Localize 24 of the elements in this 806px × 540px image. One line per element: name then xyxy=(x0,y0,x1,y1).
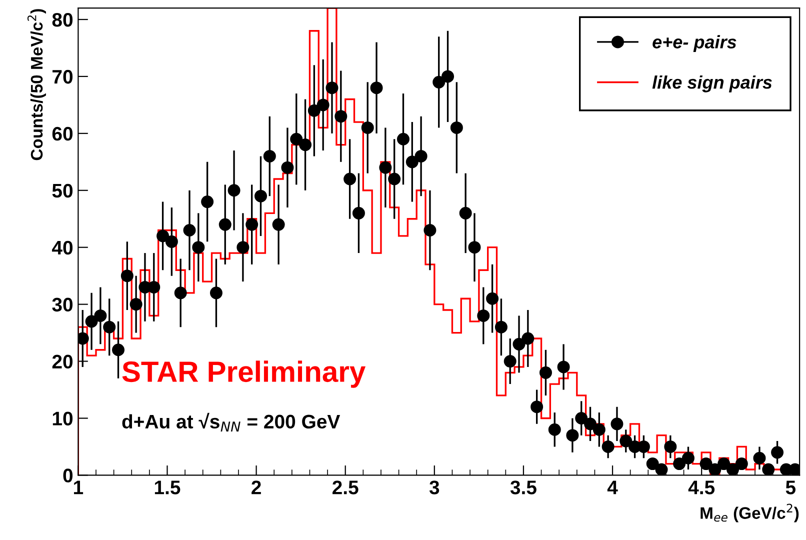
y-tick-label: 70 xyxy=(52,70,73,84)
annotation: STAR Preliminary xyxy=(122,360,366,388)
y-tick-label: 20 xyxy=(52,354,73,369)
x-tick-label: 4.5 xyxy=(688,480,715,494)
legend-label: like sign pairs xyxy=(652,75,772,92)
x-tick-label: 2.5 xyxy=(332,480,358,494)
legend-label: e+e- pairs xyxy=(652,35,736,52)
x-tick-label: 1 xyxy=(74,480,84,494)
y-axis-title: Counts/(50 MeV/c$^{2}$) xyxy=(27,9,46,160)
x-tick-label: 2 xyxy=(252,480,261,494)
y-tick-label: 0 xyxy=(63,468,73,482)
x-tick-label: 3 xyxy=(429,480,440,494)
y-tick-label: 30 xyxy=(52,298,73,312)
y-tick-label: 40 xyxy=(52,240,73,255)
x-tick-label: 1.5 xyxy=(154,480,180,494)
x-tick-label: 4 xyxy=(607,480,618,494)
y-tick-label: 80 xyxy=(52,12,73,27)
x-tick-label: 3.5 xyxy=(510,480,536,494)
y-tick-label: 10 xyxy=(52,412,73,426)
y-tick-label: 50 xyxy=(52,184,73,198)
x-axis-title: M$_{ee}$ (GeV/c$^{2}$) xyxy=(700,504,799,522)
y-tick-label: 60 xyxy=(52,126,73,141)
x-tick-label: 5 xyxy=(786,480,796,494)
annotation: d+Au at √s$_{NN}$ = 200 GeV xyxy=(122,412,340,432)
